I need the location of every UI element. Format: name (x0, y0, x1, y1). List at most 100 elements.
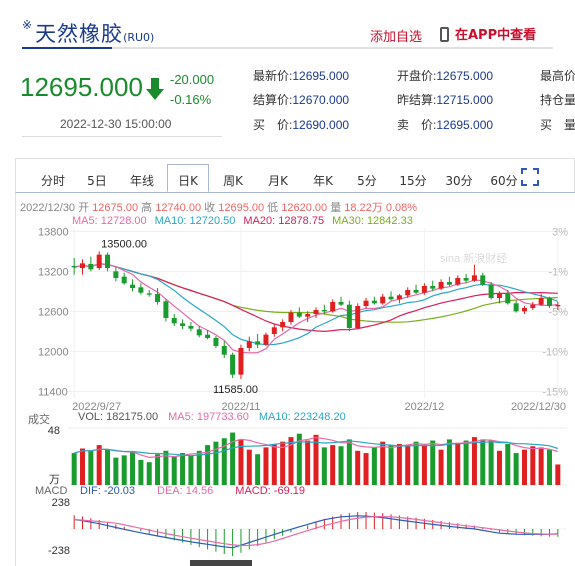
stat-settle: 结算价:12670.000 (253, 93, 350, 107)
tab-intraday[interactable]: 分时 (40, 174, 65, 188)
candle-body (196, 329, 202, 336)
volume-bar (488, 440, 494, 485)
volume-bar (513, 453, 519, 485)
x-tick-label: 2022/12/30 (511, 401, 566, 413)
candle-body (288, 312, 294, 322)
candle-body (80, 263, 86, 268)
volume-bar (213, 441, 219, 485)
volume-bar (288, 437, 294, 485)
candle-body (105, 254, 111, 268)
volume-bar (121, 455, 127, 485)
tab-30min[interactable]: 30分 (445, 174, 473, 188)
ma30-label: MA30: 12842.33 (332, 215, 413, 227)
stat-open: 开盘价:12675.000 (397, 69, 494, 83)
candle-body (163, 301, 169, 318)
candle-body (230, 354, 236, 375)
tab-yearly-k[interactable]: 年K (313, 174, 333, 188)
tab-15min[interactable]: 15分 (399, 174, 427, 188)
divider (22, 136, 222, 137)
volume-bar (471, 437, 477, 485)
candle-body (555, 305, 561, 307)
candle-body (130, 284, 136, 288)
ma10-label: MA10: 12720.50 (154, 215, 236, 227)
candle-body (463, 278, 469, 281)
volume-bar (321, 447, 327, 485)
macd-dif-line (74, 515, 558, 549)
stat-bid: 买 价:12690.000 (253, 118, 350, 132)
volume-bar (496, 450, 502, 485)
macd-tick-label: -238 (48, 545, 70, 557)
volume-tick-label: 48 (48, 425, 60, 437)
candle-body (146, 293, 152, 295)
volume-bar (330, 445, 336, 485)
tab-daily-k[interactable]: 日K (167, 164, 209, 192)
volume-bar (263, 447, 269, 485)
last-price: 12695.000 (20, 72, 143, 102)
y-tick-label: 12600 (38, 306, 69, 318)
add-favorite-button[interactable]: 添加自选 (370, 30, 423, 45)
tab-5min[interactable]: 5分 (357, 174, 377, 188)
candle-body (530, 304, 536, 308)
y-tick-label: 13200 (38, 266, 69, 278)
period-tab-bar (15, 158, 575, 192)
candle-body (421, 286, 427, 293)
title-mark: ※ (22, 18, 34, 32)
candle-body (513, 303, 519, 312)
volume-bar (371, 447, 377, 485)
stat-latest: 最新价:12695.000 (253, 69, 350, 83)
volume-bar (338, 446, 344, 485)
volume-bar (355, 450, 361, 485)
volume-bar (521, 449, 527, 485)
volume-ma10-line (74, 440, 558, 457)
candle-body (246, 341, 252, 348)
volume-bar (463, 440, 469, 485)
quote-datetime: 2022-12-30 15:00:00 (60, 117, 172, 131)
candle-body (188, 326, 194, 329)
volume-bar (96, 445, 102, 485)
candle-body (255, 341, 261, 345)
volume-bar (180, 453, 186, 485)
volume-bar (421, 445, 427, 485)
candle-body (96, 254, 102, 268)
volume-bar (80, 448, 86, 485)
stat-high: 最高价 (540, 69, 575, 83)
volume-ma5-line (74, 436, 558, 459)
price-change-pct: -0.16% (170, 92, 212, 107)
pct-tick-label: 3% (552, 226, 568, 238)
candle-body (263, 334, 269, 345)
volume-title: 成交 (28, 414, 50, 426)
candle-body (488, 284, 494, 298)
volume-bar (230, 432, 236, 485)
candle-body (321, 310, 327, 312)
tab-year-line[interactable]: 年线 (129, 174, 154, 188)
open-in-app-button[interactable]: 在APP中查看 (440, 24, 536, 43)
y-tick-label: 12000 (38, 346, 69, 358)
volume-bar (113, 457, 119, 485)
volume-bar (413, 441, 419, 485)
volume-bar (480, 439, 486, 485)
volume-unit-label: 万 (49, 474, 60, 486)
tab-weekly-k[interactable]: 周K (223, 174, 243, 188)
volume-bar (105, 449, 111, 485)
candle-body (546, 298, 552, 306)
tab-monthly-k[interactable]: 月K (268, 174, 288, 188)
candle-body (271, 327, 277, 334)
volume-bar (305, 440, 311, 485)
ma10-line (74, 263, 559, 346)
tab-60min[interactable]: 60分 (490, 174, 518, 188)
candle-body (380, 296, 386, 304)
phone-icon (440, 27, 449, 42)
candle-body (396, 295, 402, 300)
candle-body (305, 314, 311, 317)
macd-legend: DIF: -20.03 DEA: 14.56 MACD: -69.19 (80, 485, 305, 497)
candle-body (430, 286, 436, 289)
volume-bar (555, 464, 561, 485)
fullscreen-icon[interactable] (521, 168, 539, 186)
pct-tick-label: -15% (542, 386, 568, 398)
volume-bar (396, 443, 402, 485)
tab-5day[interactable]: 5日 (87, 174, 107, 188)
candle-body (455, 278, 461, 285)
volume-bar (255, 454, 261, 485)
ma20-label: MA20: 12878.75 (243, 215, 325, 227)
